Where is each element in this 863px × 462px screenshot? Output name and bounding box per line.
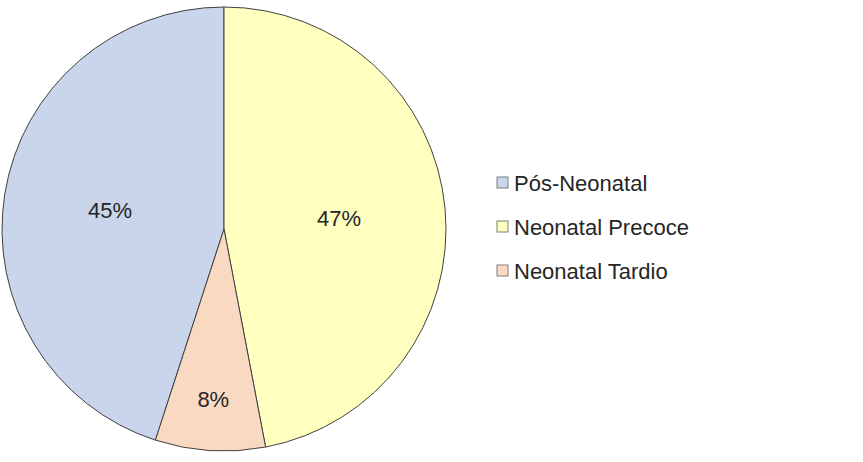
data-label: 8% [197,387,229,412]
data-label: 47% [317,206,361,231]
legend-swatch [497,177,508,188]
pie: 45% 47% 8% [2,7,446,451]
legend: Pós-Neonatal Neonatal Precoce Neonatal Tar… [497,171,689,284]
legend-label: Pós-Neonatal [514,171,647,196]
legend-label: Neonatal Tardio [514,259,668,284]
pie-slice [224,7,446,447]
legend-swatch [497,221,508,232]
legend-item: Neonatal Precoce [497,215,689,240]
legend-swatch [497,265,508,276]
legend-label: Neonatal Precoce [514,215,689,240]
data-label: 45% [88,198,132,223]
pie-slice [155,229,265,451]
legend-item: Neonatal Tardio [497,259,668,284]
legend-item: Pós-Neonatal [497,171,647,196]
